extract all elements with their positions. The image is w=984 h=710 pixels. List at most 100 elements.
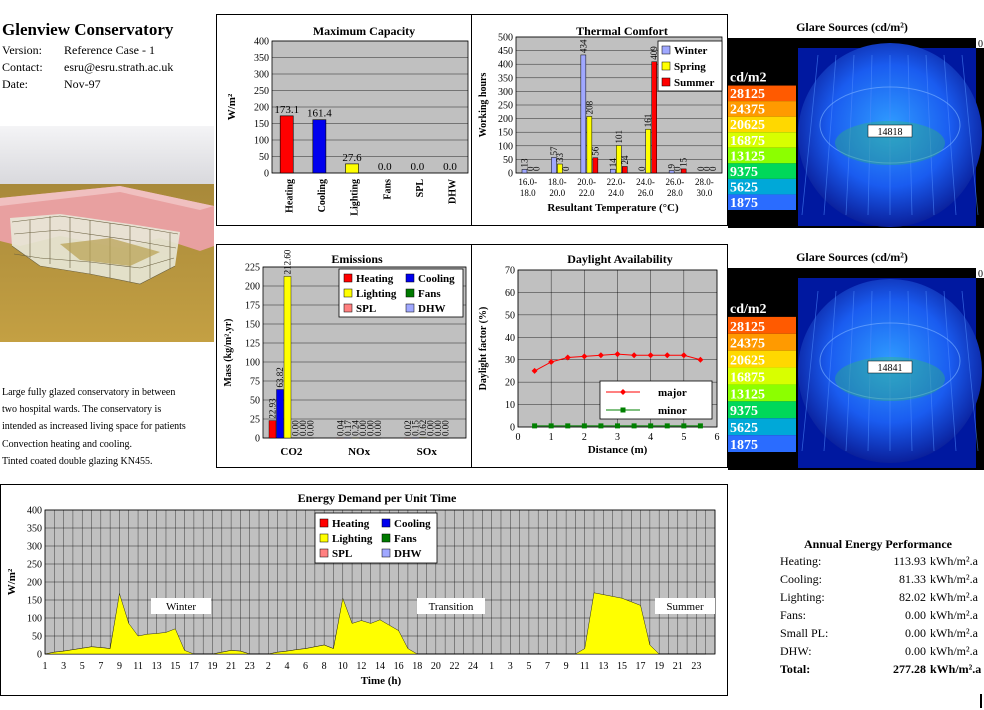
bar bbox=[521, 169, 528, 174]
x-tick-label: 26.0 bbox=[638, 188, 654, 198]
data-point bbox=[532, 423, 538, 429]
legend-label: Fans bbox=[394, 533, 417, 545]
y-tick-label: 400 bbox=[254, 37, 269, 48]
scale-band bbox=[728, 418, 796, 436]
glazing-mullion bbox=[845, 54, 855, 216]
bar-data-label: 434 bbox=[578, 39, 588, 53]
x-tick-label: 23 bbox=[691, 661, 701, 672]
annual-unit: kWh/m².a bbox=[930, 590, 978, 604]
x-tick-label: 24.0 bbox=[608, 188, 624, 198]
data-point bbox=[565, 423, 571, 429]
segment-label-box bbox=[151, 598, 211, 614]
bar-data-label: 0 bbox=[637, 166, 647, 171]
page-title: Glenview Conservatory bbox=[2, 20, 174, 39]
peak-box bbox=[867, 360, 913, 374]
y-tick-label: 10 bbox=[505, 400, 515, 411]
data-point bbox=[581, 353, 588, 360]
y-tick-label: 40 bbox=[505, 333, 515, 344]
bar-data-label: 0.62 bbox=[418, 420, 428, 436]
y-tick-label: 200 bbox=[27, 578, 42, 589]
legend-label: Heating bbox=[356, 273, 394, 285]
data-point bbox=[647, 352, 654, 359]
bar-data-label: 0.00 bbox=[305, 420, 315, 436]
x-tick-label: 9 bbox=[117, 661, 122, 672]
max-capacity-chart: Maximum Capacity 0 50 100 150 200 250 300 350 400… bbox=[226, 24, 469, 216]
y-tick-label: 60 bbox=[505, 288, 515, 299]
x-axis-label: Resultant Temperature (°C) bbox=[547, 202, 679, 214]
x-tick-label: 5 bbox=[526, 661, 531, 672]
x-tick-label: SOx bbox=[417, 446, 438, 458]
glazing-arc bbox=[819, 86, 961, 164]
annual-unit: kWh/m².a bbox=[930, 644, 978, 658]
bar-data-label: 0.24 bbox=[350, 420, 360, 436]
x-tick-label: 20.0- bbox=[577, 177, 596, 187]
y-tick-label: 200 bbox=[245, 282, 260, 293]
date-value: Nov-97 bbox=[64, 77, 101, 91]
x-tick-label: 3 bbox=[61, 661, 66, 672]
x-axis-label: Time (h) bbox=[361, 675, 402, 687]
bar-data-label: 0.00 bbox=[426, 420, 436, 436]
bar-data-label: 0.00 bbox=[298, 420, 308, 436]
bar-data-label: 14 bbox=[608, 158, 618, 168]
description-line: intended as increased living space for p… bbox=[2, 421, 186, 433]
bar-data-label: 27.6 bbox=[342, 152, 362, 164]
bar-data-label: 161 bbox=[643, 114, 653, 128]
y-tick-label: 500 bbox=[498, 33, 513, 44]
bar-data-label: 0 bbox=[532, 166, 542, 171]
peak-label: 14818 bbox=[878, 127, 903, 138]
bar bbox=[680, 168, 687, 174]
contact-label: Contact: bbox=[2, 60, 43, 74]
bar-data-label: 0.00 bbox=[290, 420, 300, 436]
x-tick-label: 1 bbox=[43, 661, 48, 672]
annual-row: DHW: 0.00 kWh/m².a bbox=[778, 642, 984, 660]
x-tick-label: Fans bbox=[382, 179, 393, 200]
scale-label: 1875 bbox=[730, 438, 758, 453]
x-tick-label: 15 bbox=[617, 661, 627, 672]
glare-panel-2: Glare Sources (cd/m²) 0 cd/m2 28125 24375 206… bbox=[728, 244, 984, 470]
scale-band bbox=[728, 316, 796, 334]
scale-label: 16875 bbox=[730, 134, 765, 149]
scale-label: 9375 bbox=[730, 165, 758, 180]
x-tick-label: 3 bbox=[508, 661, 513, 672]
x-tick-label: 4 bbox=[648, 432, 653, 443]
y-tick-label: 0 bbox=[255, 434, 260, 445]
legend-label: SPL bbox=[356, 303, 376, 315]
bar-data-label: 57 bbox=[549, 146, 559, 156]
daylight-chart: Daylight Availability 0 10 20 30 40 50 60 70 0 1 2 3… bbox=[478, 252, 720, 456]
x-tick-label: CO2 bbox=[280, 446, 303, 458]
x-tick-label: 1 bbox=[489, 661, 494, 672]
scale-label: 28125 bbox=[730, 320, 765, 335]
version-field: Version: Reference Case - 1 bbox=[2, 43, 155, 58]
x-tick-label: 22.0 bbox=[579, 188, 595, 198]
y-axis-label: Daylight factor (%) bbox=[478, 307, 489, 391]
legend-swatch bbox=[405, 303, 415, 313]
contact-value: esru@esru.strath.ac.uk bbox=[64, 60, 174, 74]
y-tick-label: 20 bbox=[505, 378, 515, 389]
scale-label: 5625 bbox=[730, 180, 758, 195]
glare-title: Glare Sources (cd/m²) bbox=[796, 20, 908, 34]
annual-unit: kWh/m².a bbox=[930, 554, 978, 568]
annual-value: 81.33 bbox=[899, 572, 926, 586]
bar-data-label: 101 bbox=[614, 130, 624, 144]
version-value: Reference Case - 1 bbox=[64, 43, 155, 57]
annual-label: Total: bbox=[780, 662, 811, 676]
unit-box bbox=[728, 70, 796, 86]
bar-data-label: 63.82 bbox=[275, 367, 285, 387]
description-line: Tinted coated double glazing KN455. bbox=[2, 455, 153, 467]
legend-marker bbox=[620, 407, 626, 413]
x-tick-label: 17 bbox=[189, 661, 199, 672]
glazing-mullion bbox=[943, 54, 957, 216]
y-tick-label: 350 bbox=[498, 73, 513, 84]
x-tick-label: 0 bbox=[516, 432, 521, 443]
scale-label: 28125 bbox=[730, 87, 765, 102]
x-tick-label: 17 bbox=[636, 661, 646, 672]
description-line: Convection heating and cooling. bbox=[2, 438, 132, 450]
annual-row: Small PL: 0.00 kWh/m².a bbox=[778, 624, 984, 642]
x-tick-label: 13 bbox=[598, 661, 608, 672]
x-tick-label: 4 bbox=[284, 661, 289, 672]
annual-label: Lighting: bbox=[780, 590, 825, 604]
glare-title: Glare Sources (cd/m²) bbox=[796, 250, 908, 264]
legend-swatch bbox=[343, 303, 353, 313]
glazing-mullion bbox=[925, 54, 935, 216]
annual-label: Small PL: bbox=[780, 626, 829, 640]
